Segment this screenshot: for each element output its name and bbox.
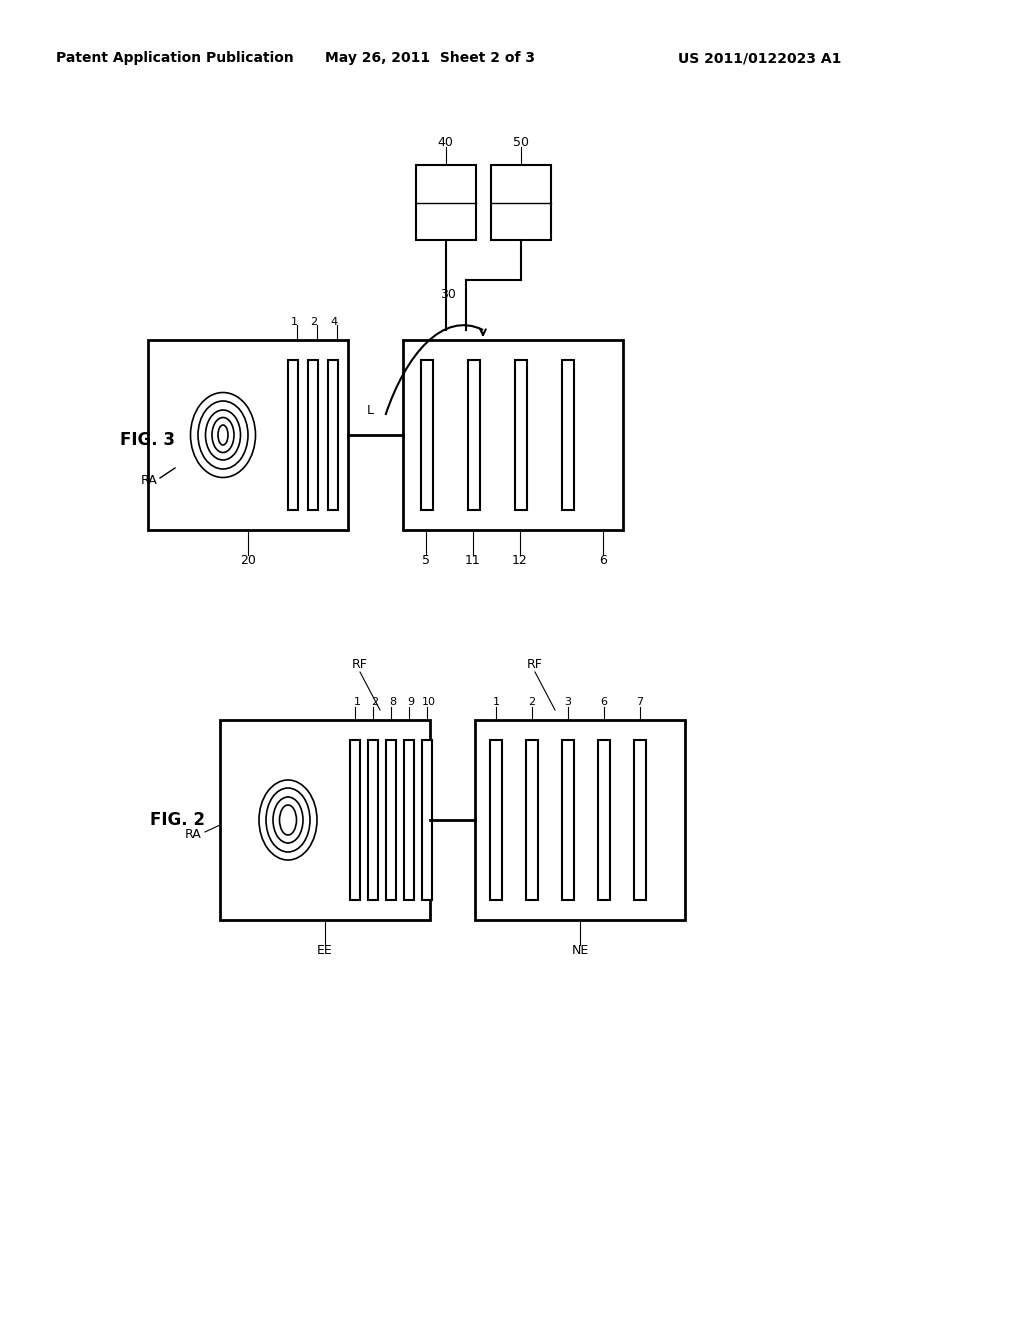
Text: RA: RA: [185, 829, 202, 842]
Text: 1: 1: [291, 317, 298, 327]
Text: 1: 1: [353, 697, 360, 708]
Bar: [404, 741, 414, 900]
Bar: [562, 360, 574, 510]
Bar: [328, 360, 338, 510]
Text: RF: RF: [352, 659, 368, 672]
Text: 50: 50: [512, 136, 528, 149]
Text: 2: 2: [372, 697, 379, 708]
Bar: [403, 341, 623, 531]
Text: 20: 20: [240, 553, 256, 566]
Text: 3: 3: [564, 697, 571, 708]
Bar: [350, 741, 360, 900]
Text: 30: 30: [440, 289, 456, 301]
Text: 11: 11: [465, 553, 481, 566]
Text: 2: 2: [528, 697, 536, 708]
Bar: [475, 719, 685, 920]
Bar: [368, 741, 378, 900]
Text: 5: 5: [422, 553, 430, 566]
Text: 6: 6: [600, 697, 607, 708]
Bar: [526, 741, 538, 900]
Text: RF: RF: [527, 659, 543, 672]
Text: L: L: [367, 404, 374, 417]
Text: US 2011/0122023 A1: US 2011/0122023 A1: [678, 51, 842, 65]
Bar: [468, 360, 480, 510]
Text: 1: 1: [493, 697, 500, 708]
Text: 12: 12: [512, 553, 528, 566]
Text: 40: 40: [437, 136, 454, 149]
Text: FIG. 2: FIG. 2: [150, 810, 205, 829]
Text: 6: 6: [599, 553, 607, 566]
Text: May 26, 2011  Sheet 2 of 3: May 26, 2011 Sheet 2 of 3: [325, 51, 535, 65]
Text: FIG. 3: FIG. 3: [120, 432, 175, 449]
Bar: [490, 165, 551, 240]
Text: 7: 7: [637, 697, 643, 708]
Text: 10: 10: [422, 697, 436, 708]
Bar: [515, 360, 527, 510]
Bar: [416, 165, 475, 240]
Text: 9: 9: [408, 697, 415, 708]
Text: 2: 2: [310, 317, 317, 327]
Bar: [148, 341, 348, 531]
Text: EE: EE: [317, 944, 333, 957]
Text: Patent Application Publication: Patent Application Publication: [56, 51, 294, 65]
Bar: [490, 741, 502, 900]
Bar: [288, 360, 298, 510]
Bar: [220, 719, 430, 920]
Bar: [422, 741, 432, 900]
Bar: [562, 741, 574, 900]
Text: 4: 4: [331, 317, 338, 327]
Text: 8: 8: [389, 697, 396, 708]
Bar: [598, 741, 610, 900]
Bar: [308, 360, 318, 510]
Bar: [634, 741, 646, 900]
Text: NE: NE: [571, 944, 589, 957]
Bar: [421, 360, 433, 510]
Bar: [386, 741, 396, 900]
Text: RA: RA: [140, 474, 157, 487]
